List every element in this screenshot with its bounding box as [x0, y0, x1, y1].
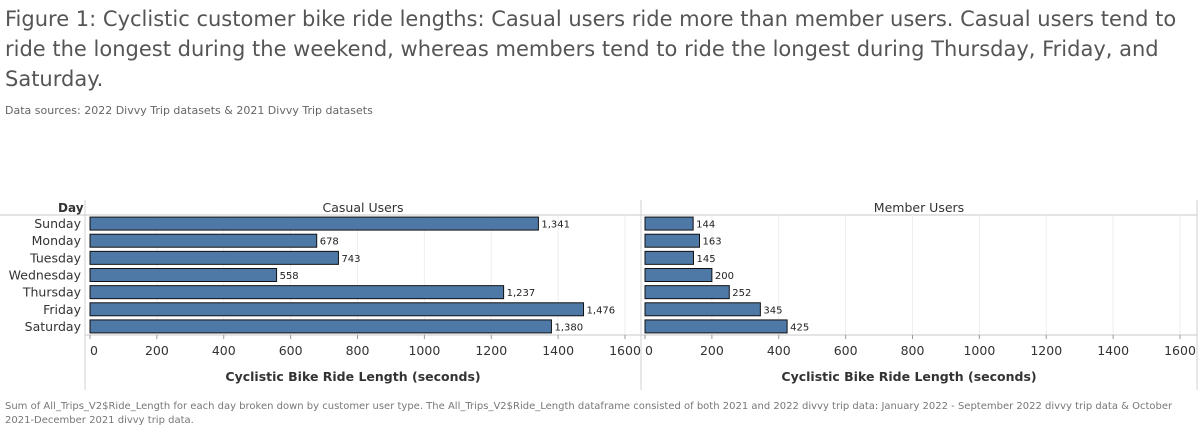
member-users-panel-header: Member Users	[874, 200, 964, 215]
member-users-data-label-saturday: 425	[790, 322, 809, 333]
casual-users-tick-label: 400	[212, 343, 236, 358]
casual-users-tick-label: 800	[346, 343, 370, 358]
casual-users-bar-saturday	[89, 319, 552, 334]
member-users-bar-wednesday	[644, 268, 713, 282]
category-label-friday: Friday	[43, 302, 81, 317]
member-users-tick-label: 1000	[963, 343, 995, 358]
data-sources-subtitle: Data sources: 2022 Divvy Trip datasets &…	[5, 104, 373, 117]
member-users-tick-label: 200	[700, 343, 724, 358]
casual-users-bar-monday	[89, 233, 318, 248]
casual-users-bar-thursday	[89, 285, 505, 300]
member-users-data-label-monday: 163	[703, 237, 722, 248]
row-header-day: Day	[58, 201, 84, 215]
category-label-sunday: Sunday	[34, 216, 81, 231]
casual-users-data-label-thursday: 1,237	[507, 288, 536, 299]
category-label-monday: Monday	[32, 233, 82, 248]
category-label-wednesday: Wednesday	[9, 268, 82, 283]
member-users-bar-sunday	[644, 216, 694, 231]
casual-users-data-label-tuesday: 743	[341, 254, 360, 265]
casual-users-data-label-sunday: 1,341	[541, 220, 570, 231]
casual-users-bar-friday	[89, 302, 585, 317]
casual-users-tick-label: 1000	[408, 343, 440, 358]
member-users-data-label-friday: 345	[763, 305, 782, 316]
member-users-tick-label: 600	[834, 343, 858, 358]
member-users-tick-label: 0	[645, 343, 653, 358]
casual-users-tick-label: 0	[90, 343, 98, 358]
member-users-bar-monday	[644, 233, 701, 248]
casual-users-tick-label: 1600	[609, 343, 641, 358]
member-users-tick-label: 1400	[1097, 343, 1129, 358]
casual-users-data-label-saturday: 1,380	[554, 322, 583, 333]
member-users-bar-thursday	[644, 285, 730, 300]
casual-users-bar-tuesday	[89, 250, 339, 265]
member-users-x-axis-title: Cyclistic Bike Ride Length (seconds)	[781, 369, 1036, 384]
member-users-data-label-thursday: 252	[732, 288, 751, 299]
category-label-tuesday: Tuesday	[29, 250, 81, 265]
member-users-data-label-tuesday: 145	[696, 254, 715, 265]
member-users-bar-friday	[644, 302, 761, 317]
casual-users-tick-label: 1200	[475, 343, 507, 358]
member-users-bar-saturday	[644, 319, 788, 334]
casual-users-tick-label: 600	[279, 343, 303, 358]
category-label-saturday: Saturday	[25, 319, 82, 334]
chart-footnote: Sum of All_Trips_V2$Ride_Length for each…	[5, 401, 1173, 426]
figure-title: Figure 1: Cyclistic customer bike ride l…	[5, 7, 1177, 91]
category-label-thursday: Thursday	[22, 285, 82, 300]
member-users-data-label-sunday: 144	[696, 220, 715, 231]
casual-users-data-label-monday: 678	[320, 237, 339, 248]
member-users-tick-label: 800	[901, 343, 925, 358]
member-users-bar-tuesday	[644, 250, 694, 265]
casual-users-bar-wednesday	[89, 268, 278, 282]
casual-users-panel-header: Casual Users	[323, 200, 404, 215]
casual-users-data-label-friday: 1,476	[587, 305, 616, 316]
member-users-tick-label: 400	[767, 343, 791, 358]
member-users-tick-label: 1600	[1164, 343, 1196, 358]
casual-users-tick-label: 200	[145, 343, 169, 358]
casual-users-x-axis-title: Cyclistic Bike Ride Length (seconds)	[225, 369, 480, 384]
casual-users-data-label-wednesday: 558	[280, 271, 299, 282]
casual-users-bar-sunday	[89, 216, 539, 231]
casual-users-tick-label: 1400	[542, 343, 574, 358]
member-users-tick-label: 1200	[1030, 343, 1062, 358]
member-users-data-label-wednesday: 200	[715, 271, 734, 282]
